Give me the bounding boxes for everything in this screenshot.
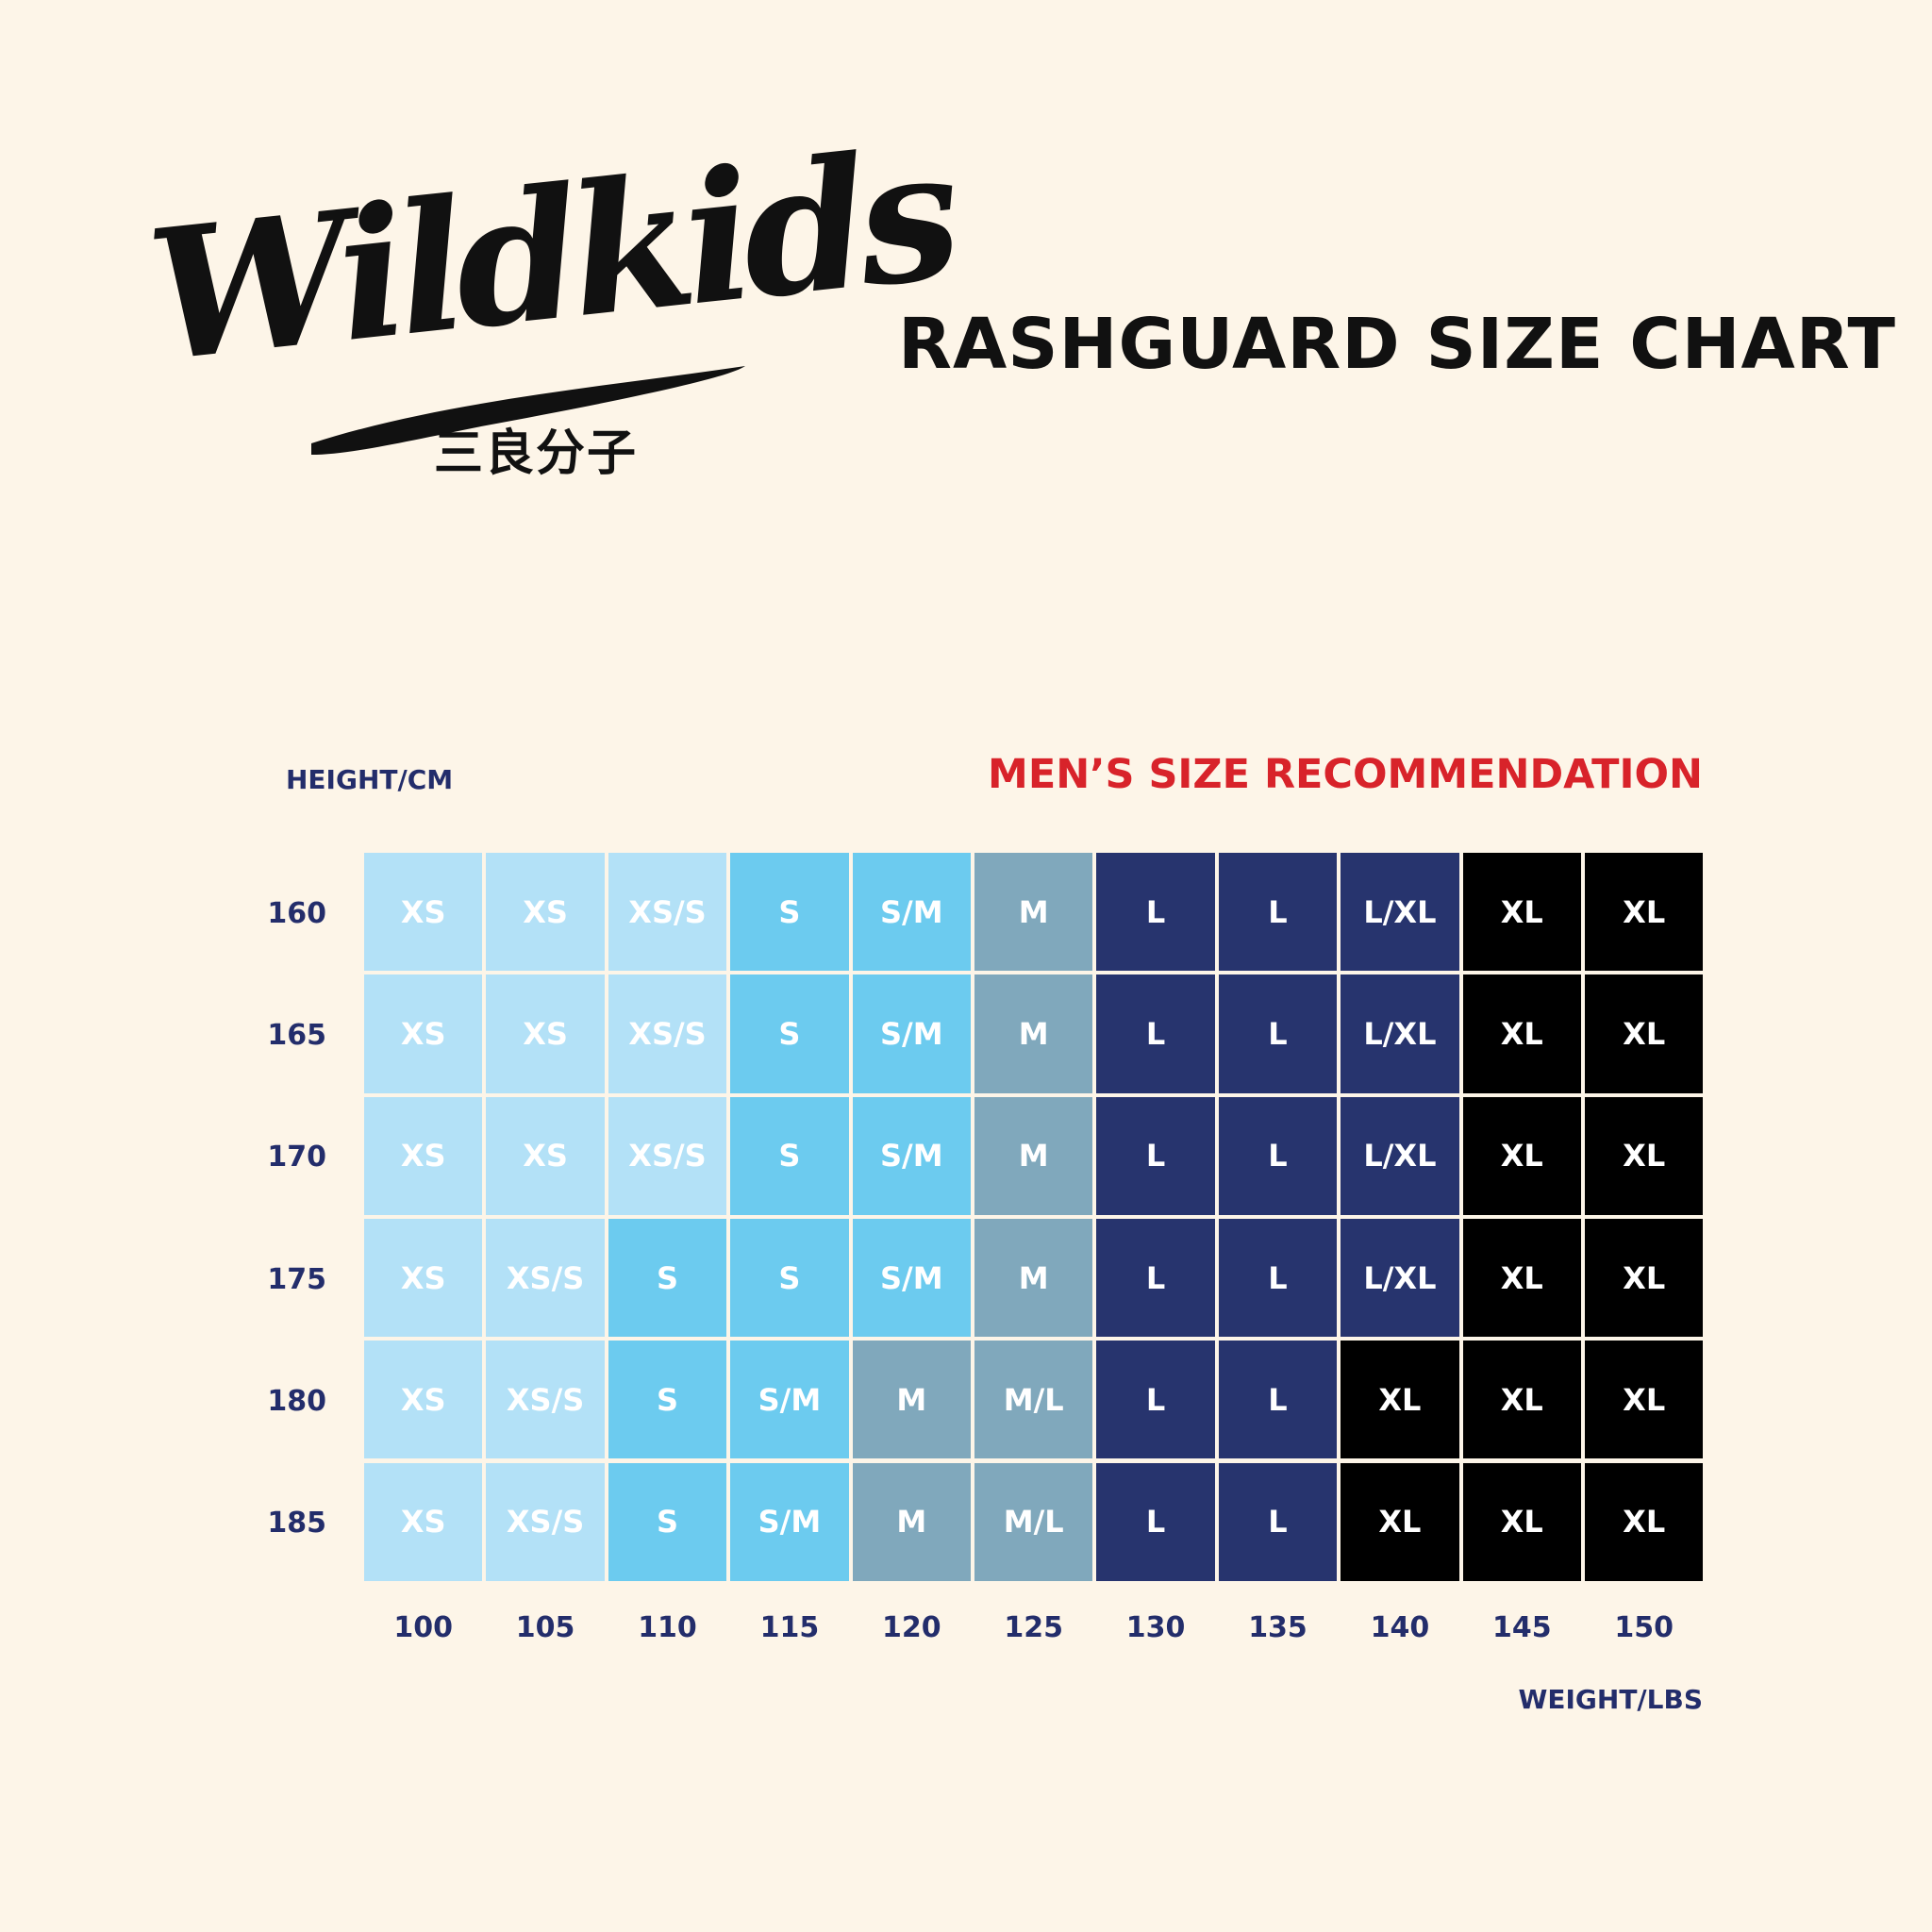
size-cell: XS [364,853,483,972]
row-label-165: 165 [267,1018,326,1052]
size-cell: XL [1585,974,1704,1093]
size-cell: XS/S [486,1341,605,1459]
size-cell: M [974,853,1093,972]
size-cell: M [974,974,1093,1093]
size-cell: XL [1585,853,1704,972]
size-cell: M [852,1341,971,1459]
size-cell: L [1218,974,1338,1093]
size-cell: M [852,1462,971,1581]
column-label-135: 135 [1248,1610,1307,1644]
size-cell: XS/S [608,853,727,972]
page-title: RASHGUARD SIZE CHART [898,304,1896,385]
size-cell: L [1218,1341,1338,1459]
size-cell: XL [1585,1341,1704,1459]
size-cell: L [1096,1341,1215,1459]
size-cell: S [730,853,849,972]
size-cell: XL [1585,1096,1704,1215]
column-label-125: 125 [1004,1610,1063,1644]
size-cell: L [1096,1096,1215,1215]
size-cell: S [608,1218,727,1338]
column-label-120: 120 [881,1610,941,1644]
row-label-175: 175 [267,1262,326,1296]
logo-wordmark: Wildkids [140,108,960,402]
size-cell: L [1096,1218,1215,1338]
size-cell: M [974,1218,1093,1338]
column-label-115: 115 [759,1610,820,1644]
size-cell: M/L [974,1462,1093,1581]
size-cell: L/XL [1341,853,1459,972]
size-cell: XL [1341,1462,1459,1581]
size-cell: L/XL [1341,1096,1459,1215]
size-cell: L [1096,1462,1215,1581]
size-cell: XL [1462,1341,1581,1459]
size-cell: XL [1462,1218,1581,1338]
column-label-110: 110 [638,1610,697,1644]
row-label-180: 180 [267,1384,326,1418]
size-cell: L/XL [1341,974,1459,1093]
column-label-145: 145 [1491,1610,1552,1644]
size-cell: XL [1341,1341,1459,1459]
row-label-160: 160 [267,896,326,930]
size-cell: XS/S [486,1462,605,1581]
column-label-150: 150 [1614,1610,1674,1644]
size-cell: XS/S [486,1218,605,1338]
size-cell: XL [1462,974,1581,1093]
size-cell: XS [364,1462,483,1581]
size-cell: L [1218,1096,1338,1215]
size-cell: L [1096,853,1215,972]
column-label-130: 130 [1125,1610,1186,1644]
x-axis-label: WEIGHT/LBS [1518,1684,1703,1715]
size-cell: XS [486,1096,605,1215]
row-label-170: 170 [267,1141,326,1174]
column-label-100: 100 [393,1610,453,1644]
size-cell: XS [364,1096,483,1215]
column-label-105: 105 [515,1610,575,1644]
column-label-140: 140 [1370,1610,1430,1644]
size-cell: XL [1585,1462,1704,1581]
logo-chinese-text: 三良分子 [434,425,639,482]
size-cell: S/M [852,1096,971,1215]
size-cell: L/XL [1341,1218,1459,1338]
logo-swoosh [311,366,745,455]
size-cell: S [608,1341,727,1459]
size-cell: XL [1462,853,1581,972]
size-cell: S/M [730,1462,849,1581]
size-cell: S/M [852,1218,971,1338]
size-cell: XS/S [608,974,727,1093]
brand-logo: Wildkids 三良分子 [140,108,960,491]
size-cell: S [608,1462,727,1581]
size-cell: L [1218,1462,1338,1581]
size-cell: M [974,1096,1093,1215]
size-cell: XL [1462,1096,1581,1215]
size-cell: S [730,1096,849,1215]
size-cell: XS/S [608,1096,727,1215]
row-label-185: 185 [267,1507,326,1541]
size-cell: M/L [974,1341,1093,1459]
size-cell: XS [364,1341,483,1459]
size-cell: S/M [852,974,971,1093]
size-cell: XL [1585,1218,1704,1338]
size-cell: S [730,1218,849,1338]
size-cell: XL [1462,1462,1581,1581]
size-cell: L [1096,974,1215,1093]
size-cell: XS [486,853,605,972]
size-cell: S/M [852,853,971,972]
size-cell: XS [486,974,605,1093]
size-cell: XS [364,974,483,1093]
y-axis-label: HEIGHT/CM [286,764,454,795]
chart-title: MEN’S SIZE RECOMMENDATION [988,751,1703,798]
size-cell: XS [364,1218,483,1338]
size-cell: S [730,974,849,1093]
size-cell: L [1218,1218,1338,1338]
size-cell: S/M [730,1341,849,1459]
size-cell: L [1218,853,1338,972]
